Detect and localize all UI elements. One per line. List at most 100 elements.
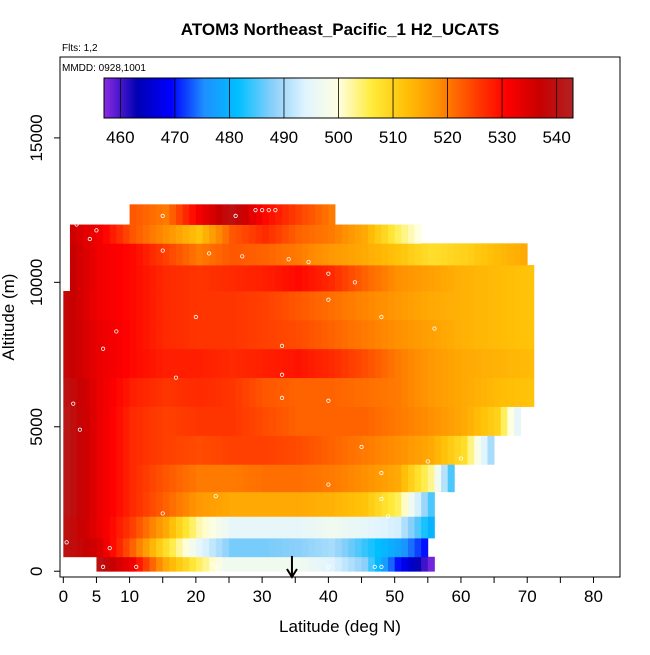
heatmap-cell [202,319,210,350]
heatmap-cell [109,538,117,558]
heatmap-cell [467,377,475,407]
heatmap-cell [507,348,515,379]
heatmap-cell [209,556,217,572]
heatmap-cell [228,348,237,379]
heatmap-cell [348,491,356,517]
heatmap-cell [209,377,217,407]
heatmap-cell [474,319,482,350]
heatmap-cell [520,348,528,379]
arrow-head [286,568,298,579]
heatmap-cell [202,538,210,558]
heatmap-cell [69,348,77,379]
heatmap-cell [507,377,515,407]
heatmap-cell [381,491,389,517]
heatmap-cell [282,224,290,244]
heatmap-cell [215,319,223,350]
heatmap-cell [182,224,190,244]
heatmap-cell [268,435,276,465]
heatmap-cell [215,556,223,572]
heatmap-cell [169,491,177,517]
heatmap-cell [149,556,157,572]
heatmap-cell [122,516,130,539]
heatmap-cell [142,406,150,436]
heatmap-cell [388,516,396,539]
heatmap-cell [182,265,190,292]
sample-point [379,314,384,320]
heatmap-cell [295,265,303,292]
heatmap-cell [122,348,130,379]
heatmap-cell [136,204,144,225]
heatmap-cell [275,291,283,321]
heatmap-cell [96,224,104,244]
heatmap-cell [494,377,502,407]
heatmap-cell [255,556,263,572]
heatmap-cell [149,243,157,266]
heatmap-cell [109,224,117,244]
heatmap-cell [169,265,177,292]
heatmap-cell [69,243,77,266]
heatmap-cell [288,491,296,517]
heatmap-cell [195,348,203,379]
heatmap-cell [242,516,250,539]
heatmap-cell [195,406,203,436]
heatmap-cell [215,224,223,244]
heatmap-cell [268,538,276,558]
heatmap-cell [407,464,415,493]
heatmap-cell [156,204,164,225]
heatmap-cell [228,556,237,572]
heatmap-cell [321,538,329,558]
heatmap-cell [474,406,482,436]
heatmap-cell [275,204,283,225]
heatmap-cell [407,265,415,292]
heatmap-cell [414,319,422,350]
heatmap-cell [215,348,223,379]
heatmap-cell [96,435,104,465]
heatmap-cell [328,291,336,321]
heatmap-cell [63,319,71,350]
sample-point [352,280,358,285]
heatmap-cell [381,319,389,350]
heatmap-cell [374,224,382,244]
heatmap-cell [335,377,343,407]
heatmap-cell [149,464,157,493]
heatmap-cell [262,491,270,517]
heatmap-cell [335,538,343,558]
heatmap-cell [222,491,230,517]
heatmap-cell [215,204,223,225]
heatmap-cell [209,243,217,266]
heatmap-cell [175,291,184,321]
heatmap-cell [301,556,309,572]
heatmap-cell [348,406,356,436]
heatmap-cell [301,491,309,517]
x-tick-label: 70 [518,587,537,606]
heatmap-cell [441,464,449,493]
heatmap-cell [328,538,336,558]
heatmap-cell [109,516,117,539]
heatmap-cell [195,491,203,517]
heatmap-cell [228,243,237,266]
heatmap-cell [189,377,197,407]
heatmap-cell [83,464,91,493]
heatmap-cell [103,491,111,517]
heatmap-cell [149,319,157,350]
heatmap-cell [202,491,210,517]
heatmap-cell [189,348,197,379]
heatmap-cell [407,291,415,321]
heatmap-cell [500,291,508,321]
heatmap-cell [381,516,389,539]
heatmap-cell [156,348,164,379]
heatmap-cell [109,406,117,436]
heatmap-cell [122,291,130,321]
heatmap-cell [222,435,230,465]
heatmap-cell [441,348,449,379]
heatmap-cell [69,464,77,493]
heatmap-cell [96,516,104,539]
heatmap-cell [89,243,97,266]
sample-point [266,208,271,213]
heatmap-cell [215,291,223,321]
heatmap-cell [228,538,237,558]
heatmap-cell [421,243,429,266]
heatmap-cell [295,348,303,379]
heatmap-cell [228,224,237,244]
